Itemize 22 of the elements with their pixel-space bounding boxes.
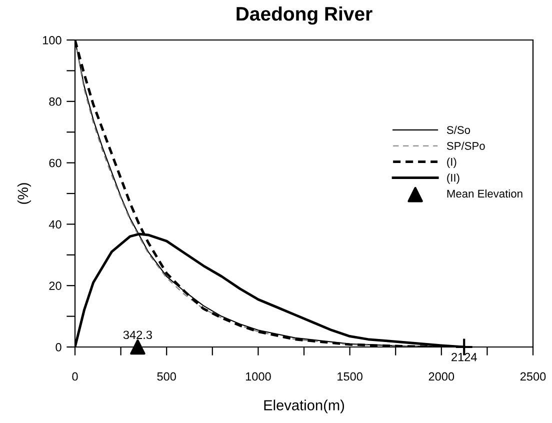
legend-label: S/So bbox=[446, 126, 470, 134]
y-tick-label: 40 bbox=[48, 220, 62, 229]
x-tick-label: 1500 bbox=[338, 372, 362, 381]
y-tick-label: 60 bbox=[49, 158, 62, 168]
y-tick-label: 0 bbox=[56, 343, 62, 352]
x-tick-label: 2000 bbox=[428, 372, 454, 381]
x-axis-title: Elevation(m) bbox=[264, 400, 344, 414]
legend-label: SP/SPo bbox=[446, 142, 485, 150]
x-tick-label: 500 bbox=[157, 372, 176, 381]
y-tick-label: 20 bbox=[49, 282, 62, 290]
legend-label: Mean Elevation bbox=[447, 189, 522, 198]
annotation: 342.3 bbox=[123, 330, 152, 340]
y-tick-label: 80 bbox=[49, 97, 62, 106]
y-axis-title: (%) bbox=[17, 183, 31, 204]
x-tick-label: 0 bbox=[72, 372, 78, 381]
annotation: 2124 bbox=[452, 352, 477, 362]
legend-label: (II) bbox=[447, 174, 460, 184]
x-tick-label: 2500 bbox=[520, 372, 546, 381]
legend-label: (I) bbox=[447, 158, 456, 168]
chart-title: Daedong River bbox=[236, 6, 372, 25]
y-tick-label: 100 bbox=[43, 36, 62, 44]
x-tick-label: 1000 bbox=[246, 372, 271, 381]
